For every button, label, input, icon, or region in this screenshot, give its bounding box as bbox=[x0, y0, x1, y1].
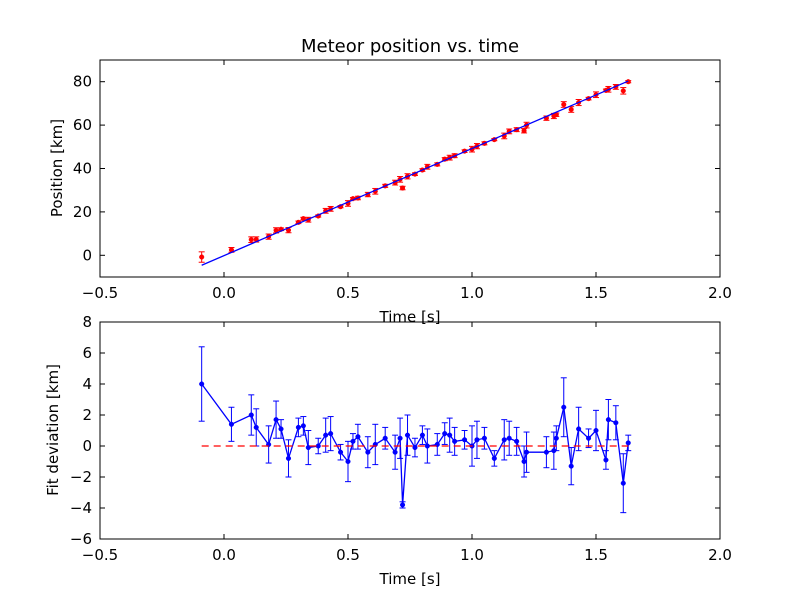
data-point bbox=[350, 438, 356, 444]
position-xtick-label: 1.5 bbox=[584, 284, 608, 302]
data-point bbox=[355, 434, 361, 440]
deviation-xtick-label: −0.5 bbox=[82, 546, 118, 564]
position-ytick-label: 0 bbox=[82, 246, 92, 264]
data-point bbox=[462, 437, 468, 443]
data-point bbox=[620, 88, 626, 94]
data-point bbox=[551, 448, 557, 454]
position-xtick-label: 1.0 bbox=[460, 284, 484, 302]
deviation-chart-ylabel: Fit deviation [km] bbox=[44, 364, 62, 496]
data-point bbox=[300, 423, 306, 429]
data-point bbox=[295, 424, 301, 430]
data-point bbox=[568, 463, 574, 469]
position-xtick-label: 0.5 bbox=[336, 284, 360, 302]
data-point bbox=[561, 101, 567, 108]
position-ytick-label: 40 bbox=[73, 160, 92, 178]
data-point bbox=[521, 128, 527, 134]
data-point bbox=[400, 502, 406, 508]
deviation-ytick-label: 2 bbox=[82, 406, 92, 424]
data-point bbox=[613, 420, 619, 426]
deviation-ytick-label: −6 bbox=[70, 530, 92, 548]
data-point bbox=[586, 435, 592, 441]
deviation-chart-frame bbox=[99, 321, 721, 540]
deviation-ytick-label: 6 bbox=[82, 344, 92, 362]
data-point bbox=[419, 432, 425, 438]
data-point bbox=[400, 185, 406, 191]
position-ytick-label: 60 bbox=[73, 116, 92, 134]
deviation-xtick-label: 0.5 bbox=[336, 546, 360, 564]
data-point bbox=[625, 440, 631, 446]
data-point bbox=[412, 445, 418, 451]
data-point bbox=[603, 457, 609, 463]
data-point bbox=[278, 426, 284, 432]
position-chart-marks bbox=[198, 79, 632, 266]
data-point bbox=[593, 427, 599, 434]
position-ytick-label: 80 bbox=[73, 73, 92, 91]
deviation-chart-marks bbox=[198, 346, 632, 514]
data-point bbox=[521, 458, 527, 465]
data-point bbox=[285, 455, 292, 461]
data-point bbox=[248, 237, 254, 243]
position-chart-title: Meteor position vs. time bbox=[301, 36, 519, 57]
position-xtick-label: −0.5 bbox=[82, 284, 118, 302]
position-chart-ylabel: Position [km] bbox=[48, 119, 66, 217]
data-point bbox=[506, 435, 512, 441]
data-point bbox=[501, 437, 507, 443]
deviation-ytick-label: 4 bbox=[82, 375, 92, 393]
data-point bbox=[365, 449, 371, 455]
deviation-xtick-label: 1.5 bbox=[584, 546, 608, 564]
data-point bbox=[491, 455, 497, 461]
position-chart-ticks: −0.5 0.0 0.5 1.0 1.5 2.0 0 20 40 60 80 bbox=[73, 60, 732, 302]
position-xtick-label: 2.0 bbox=[708, 284, 732, 302]
fit-line bbox=[201, 80, 629, 266]
position-chart: Meteor position vs. time −0.5 0.0 0.5 1.0 1.… bbox=[48, 36, 732, 326]
data-point bbox=[442, 431, 448, 437]
data-point bbox=[620, 480, 626, 486]
data-point bbox=[345, 458, 351, 465]
data-point bbox=[452, 438, 458, 444]
deviation-xtick-label: 0.0 bbox=[212, 546, 236, 564]
position-ytick-label: 20 bbox=[73, 203, 92, 221]
position-chart-xlabel: Time [s] bbox=[379, 308, 441, 326]
data-point bbox=[392, 449, 398, 455]
data-point bbox=[553, 435, 559, 441]
data-point bbox=[568, 106, 574, 113]
data-point bbox=[382, 435, 388, 441]
data-point bbox=[543, 449, 549, 455]
data-point bbox=[605, 417, 611, 423]
data-point bbox=[248, 412, 254, 418]
data-point bbox=[253, 424, 259, 430]
data-point bbox=[397, 435, 403, 441]
data-point bbox=[404, 432, 411, 438]
deviation-chart-ticks: −0.5 0.0 0.5 1.0 1.5 2.0 −6 −4 −2 0 2 4 6 8 bbox=[70, 313, 732, 564]
data-point bbox=[514, 438, 520, 444]
deviation-ytick-label: −2 bbox=[70, 468, 92, 486]
data-point bbox=[228, 421, 234, 427]
deviation-chart-xlabel: Time [s] bbox=[379, 570, 441, 588]
deviation-ytick-label: 0 bbox=[82, 437, 92, 455]
data-point bbox=[305, 445, 311, 451]
deviation-xtick-label: 2.0 bbox=[708, 546, 732, 564]
data-point bbox=[447, 432, 453, 438]
data-point bbox=[199, 254, 205, 260]
data-point bbox=[273, 417, 279, 423]
data-point bbox=[338, 449, 344, 455]
deviation-ytick-label: −4 bbox=[70, 499, 92, 517]
data-point bbox=[328, 431, 334, 437]
data-point bbox=[424, 443, 430, 449]
data-point bbox=[524, 449, 530, 455]
data-point bbox=[199, 381, 205, 387]
data-point bbox=[481, 435, 487, 441]
deviation-ytick-label: 8 bbox=[82, 313, 92, 331]
data-point bbox=[576, 426, 582, 432]
deviation-xtick-label: 1.0 bbox=[460, 546, 484, 564]
data-point bbox=[474, 437, 480, 443]
data-point bbox=[323, 432, 329, 438]
position-xtick-label: 0.0 bbox=[212, 284, 236, 302]
data-point bbox=[561, 404, 567, 410]
